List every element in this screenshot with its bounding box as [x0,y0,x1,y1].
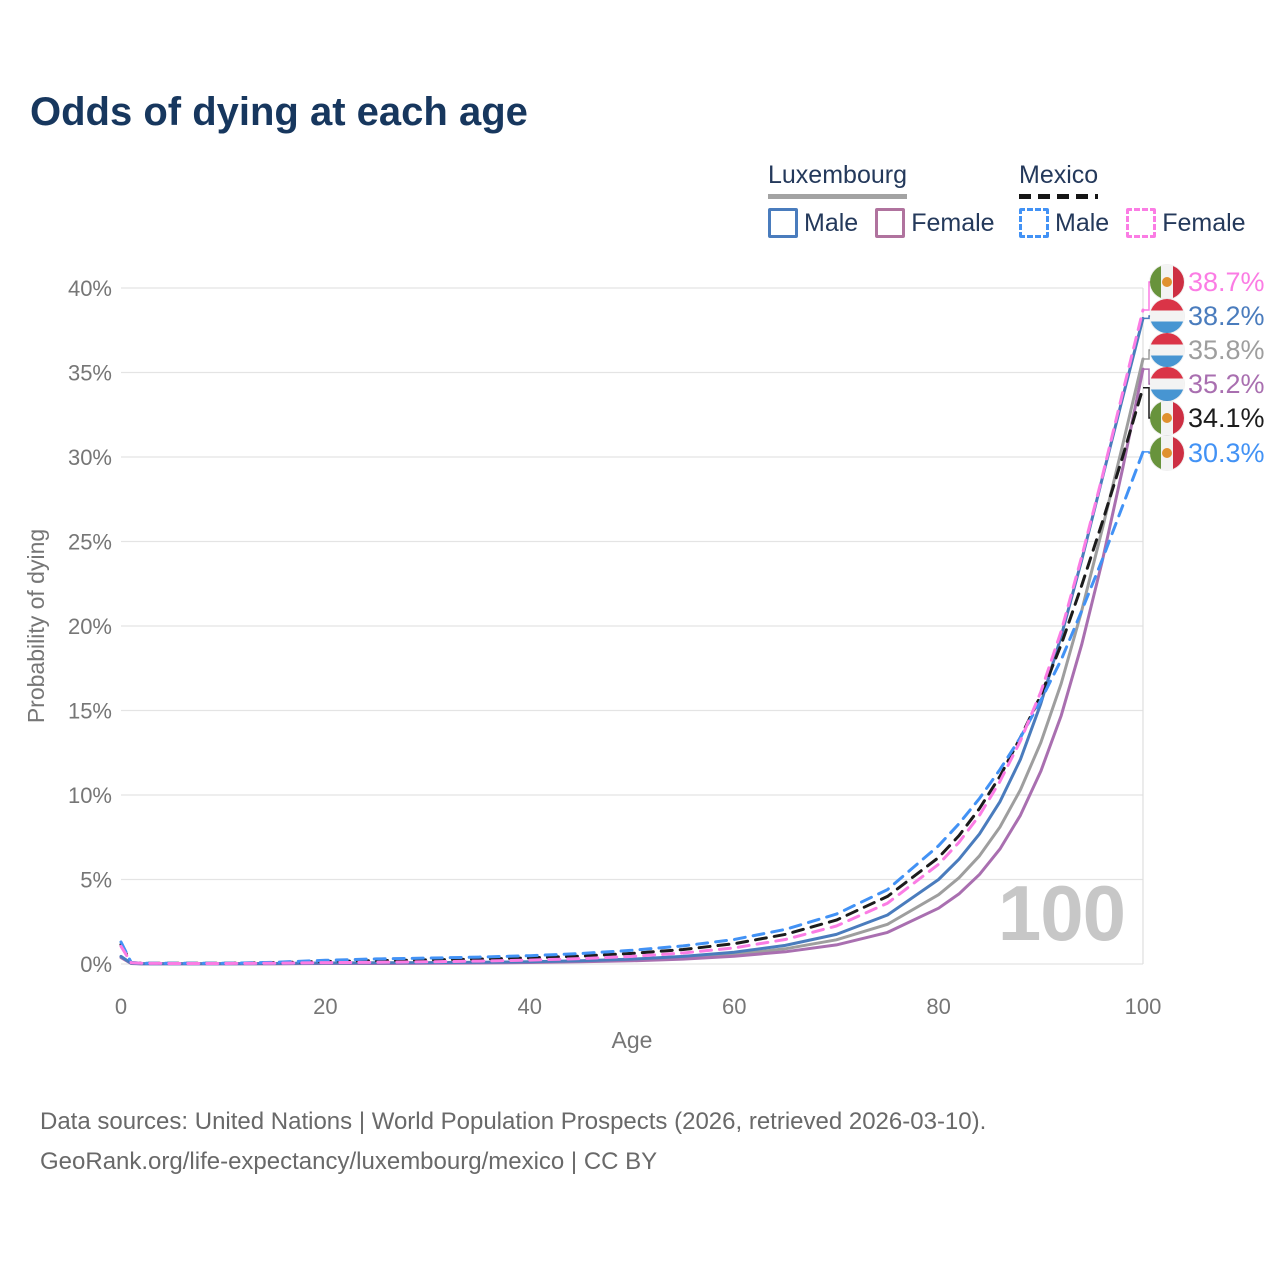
label-connector-mexico-male [1143,451,1153,454]
y-tick-label: 20% [68,614,112,639]
legend-label-mexico-male: Male [1055,208,1110,237]
x-tick-label: 60 [722,994,746,1019]
legend-title-luxembourg: Luxembourg [768,161,907,189]
legend-head-luxembourg[interactable]: Luxembourg [768,161,907,199]
y-tick-label: 25% [68,530,112,555]
x-tick-label: 0 [115,994,127,1019]
legend-label-luxembourg-female: Female [911,208,995,237]
label-connector-luxembourg-both [1143,349,1153,360]
curve-mexico-female[interactable] [119,308,1145,965]
curve-luxembourg-male[interactable] [119,316,1145,966]
luxembourg-female-checkbox[interactable] [875,208,906,238]
y-tick-label: 5% [80,868,112,893]
mexico-female-checkbox[interactable] [1126,208,1157,238]
x-tick-label: 20 [313,994,337,1019]
label-connector-mexico-female [1143,281,1153,311]
age-indicator-watermark: 100 [997,869,1126,957]
y-tick-label: 15% [68,699,112,724]
page-title: Odds of dying at each age [30,90,528,134]
legend-item-luxembourg-male[interactable]: Male [768,208,858,238]
legend-item-mexico-male[interactable]: Male [1019,208,1109,238]
x-tick-label: 40 [518,994,542,1019]
label-connector-luxembourg-female [1143,368,1153,385]
curve-mexico-male[interactable] [119,450,1145,965]
luxembourg-solid-line-sample [768,194,907,199]
legend-head-mexico[interactable]: Mexico [1019,161,1099,199]
mexico-dashed-line-sample [1019,194,1099,199]
y-tick-label: 30% [68,445,112,470]
legend-title-mexico: Mexico [1019,161,1099,189]
legend-label-mexico-female: Female [1162,208,1246,237]
label-connector-luxembourg-male [1143,315,1153,320]
legend-label-luxembourg-male: Male [804,208,859,237]
y-tick-label: 40% [68,276,112,301]
legend-group-mexico: Mexico Male Female [1019,161,1246,238]
legend-item-luxembourg-female[interactable]: Female [875,208,995,238]
legend-group-luxembourg: Luxembourg Male Female [768,161,995,238]
attribution-text: GeoRank.org/life-expectancy/luxembourg/m… [40,1148,658,1175]
luxembourg-male-checkbox[interactable] [768,208,798,238]
legend-item-mexico-female[interactable]: Female [1126,208,1246,238]
x-tick-label: 80 [926,994,950,1019]
mexico-male-checkbox[interactable] [1019,208,1049,238]
y-tick-label: 35% [68,361,112,386]
y-tick-label: 0% [80,952,112,977]
x-tick-label: 100 [1125,994,1162,1019]
label-connector-mexico-both [1143,386,1153,419]
y-axis-title: Probability of dying [23,529,49,723]
x-axis-title: Age [612,1027,653,1053]
data-sources-text: Data sources: United Nations | World Pop… [40,1108,987,1135]
y-tick-label: 10% [68,783,112,808]
